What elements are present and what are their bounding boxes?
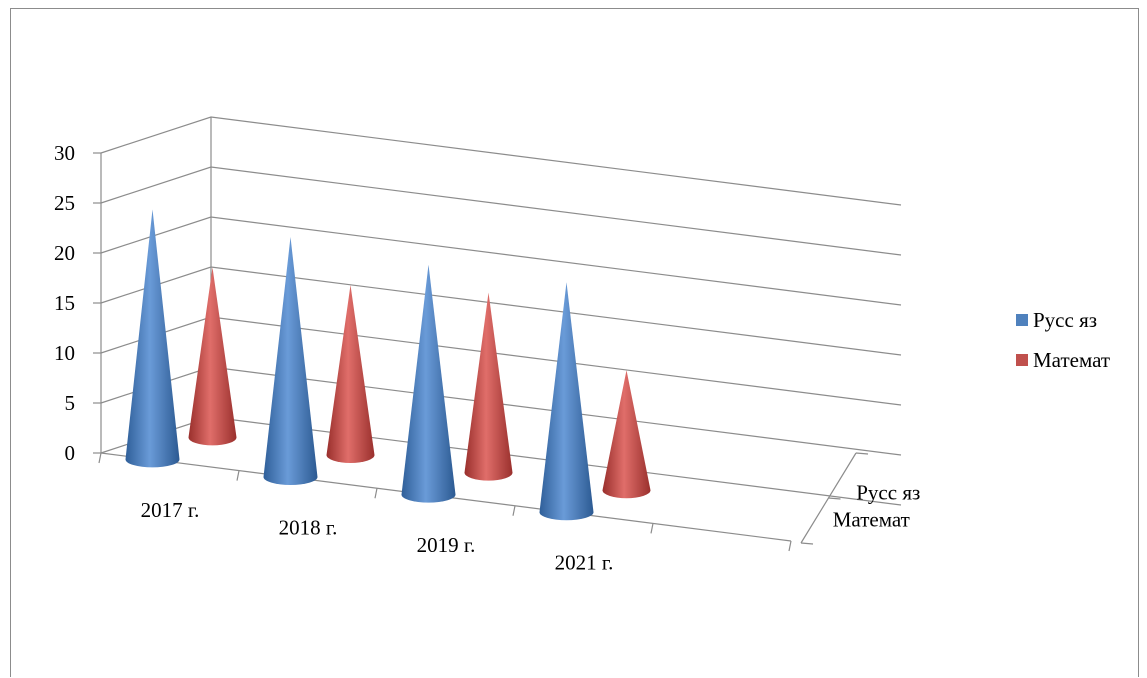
x-axis-tick bbox=[650, 523, 654, 534]
cone-body bbox=[464, 292, 513, 481]
legend-swatch bbox=[1016, 314, 1028, 326]
depth-axis-tick bbox=[855, 452, 869, 455]
x-tick-label: 2019 г. bbox=[417, 533, 476, 557]
chart-frame: 0 5 10 15 20 25 30 Математ Русс яз 2017 г. 2018 г.… bbox=[10, 8, 1139, 677]
legend-label: Математ bbox=[1033, 348, 1110, 372]
cones-layer bbox=[125, 209, 651, 521]
y-tick-label: 25 bbox=[54, 191, 75, 215]
legend-swatch bbox=[1016, 354, 1028, 366]
cone bbox=[602, 370, 651, 499]
x-axis-tick bbox=[98, 452, 102, 464]
cone-body bbox=[125, 209, 180, 468]
x-axis-tick bbox=[236, 470, 240, 481]
x-axis-tick bbox=[788, 540, 792, 552]
y-tick-label: 0 bbox=[65, 441, 76, 465]
labels-layer: 0 5 10 15 20 25 30 Математ Русс яз 2017 г. 2018 г.… bbox=[54, 141, 920, 575]
cone bbox=[263, 237, 318, 485]
depth-axis-tick bbox=[800, 542, 814, 545]
cone-body bbox=[539, 282, 594, 521]
cone bbox=[125, 209, 180, 468]
legend-label: Русс яз bbox=[1033, 308, 1097, 332]
cone-body bbox=[188, 267, 237, 446]
y-tick-label: 30 bbox=[54, 141, 75, 165]
x-tick-label: 2021 г. bbox=[555, 551, 614, 575]
depth-label: Математ bbox=[833, 508, 910, 532]
cone bbox=[401, 264, 456, 503]
cone bbox=[326, 285, 375, 463]
cone-body bbox=[326, 285, 375, 463]
legend: Русс яз Математ bbox=[1016, 308, 1110, 372]
x-tick-label: 2018 г. bbox=[279, 515, 338, 539]
gridline bbox=[100, 166, 902, 256]
cone-chart: 0 5 10 15 20 25 30 Математ Русс яз 2017 г. 2018 г.… bbox=[54, 116, 1110, 575]
y-tick-label: 20 bbox=[54, 241, 75, 265]
cone-body bbox=[602, 370, 651, 499]
cone bbox=[539, 282, 594, 521]
y-tick-label: 10 bbox=[54, 341, 75, 365]
cone-body bbox=[263, 237, 318, 485]
cone-body bbox=[401, 264, 456, 503]
x-tick-label: 2017 г. bbox=[141, 498, 200, 522]
depth-axis-tick bbox=[828, 497, 841, 500]
x-axis-tick bbox=[374, 488, 378, 499]
gridline bbox=[100, 116, 902, 206]
depth-label: Русс яз bbox=[856, 481, 920, 505]
x-axis-tick bbox=[512, 505, 516, 516]
gridline bbox=[100, 216, 902, 306]
y-tick-label: 5 bbox=[65, 391, 76, 415]
y-tick-label: 15 bbox=[54, 291, 75, 315]
cone bbox=[464, 292, 513, 481]
cone bbox=[188, 267, 237, 446]
